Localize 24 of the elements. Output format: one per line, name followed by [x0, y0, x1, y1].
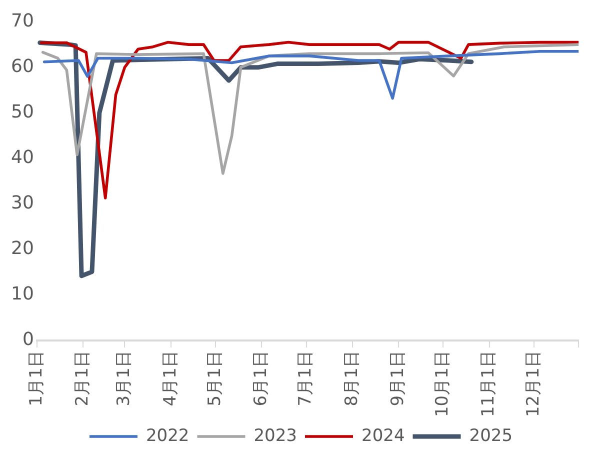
legend-label: 2024: [362, 426, 405, 446]
y-tick-label: 40: [11, 147, 34, 168]
x-tick-label: 8月1日: [342, 350, 362, 406]
legend-label: 2022: [146, 426, 190, 446]
legend-label: 2023: [254, 426, 297, 446]
x-tick-label: 3月1日: [114, 350, 134, 406]
y-tick-label: 70: [11, 10, 34, 32]
x-tick-label: 1月1日: [26, 350, 46, 406]
y-tick-label: 30: [11, 192, 34, 214]
y-tick-label: 0: [22, 329, 34, 350]
y-tick-label: 20: [11, 238, 34, 260]
x-tick-label: 7月1日: [296, 350, 316, 406]
x-tick-label: 5月1日: [204, 350, 225, 406]
y-tick-label: 60: [11, 56, 34, 78]
x-tick-label: 10月1日: [432, 350, 453, 418]
x-tick-label: 12月1日: [523, 350, 544, 418]
x-tick-label: 11月1日: [478, 350, 499, 418]
legend-label: 2025: [469, 426, 513, 446]
x-tick-label: 9月1日: [388, 350, 408, 406]
y-tick-label: 10: [11, 284, 34, 305]
x-tick-label: 2月1日: [72, 350, 92, 406]
x-tick-label: 6月1日: [251, 350, 272, 406]
x-tick-label: 4月1日: [160, 350, 180, 406]
y-tick-label: 50: [11, 102, 34, 123]
